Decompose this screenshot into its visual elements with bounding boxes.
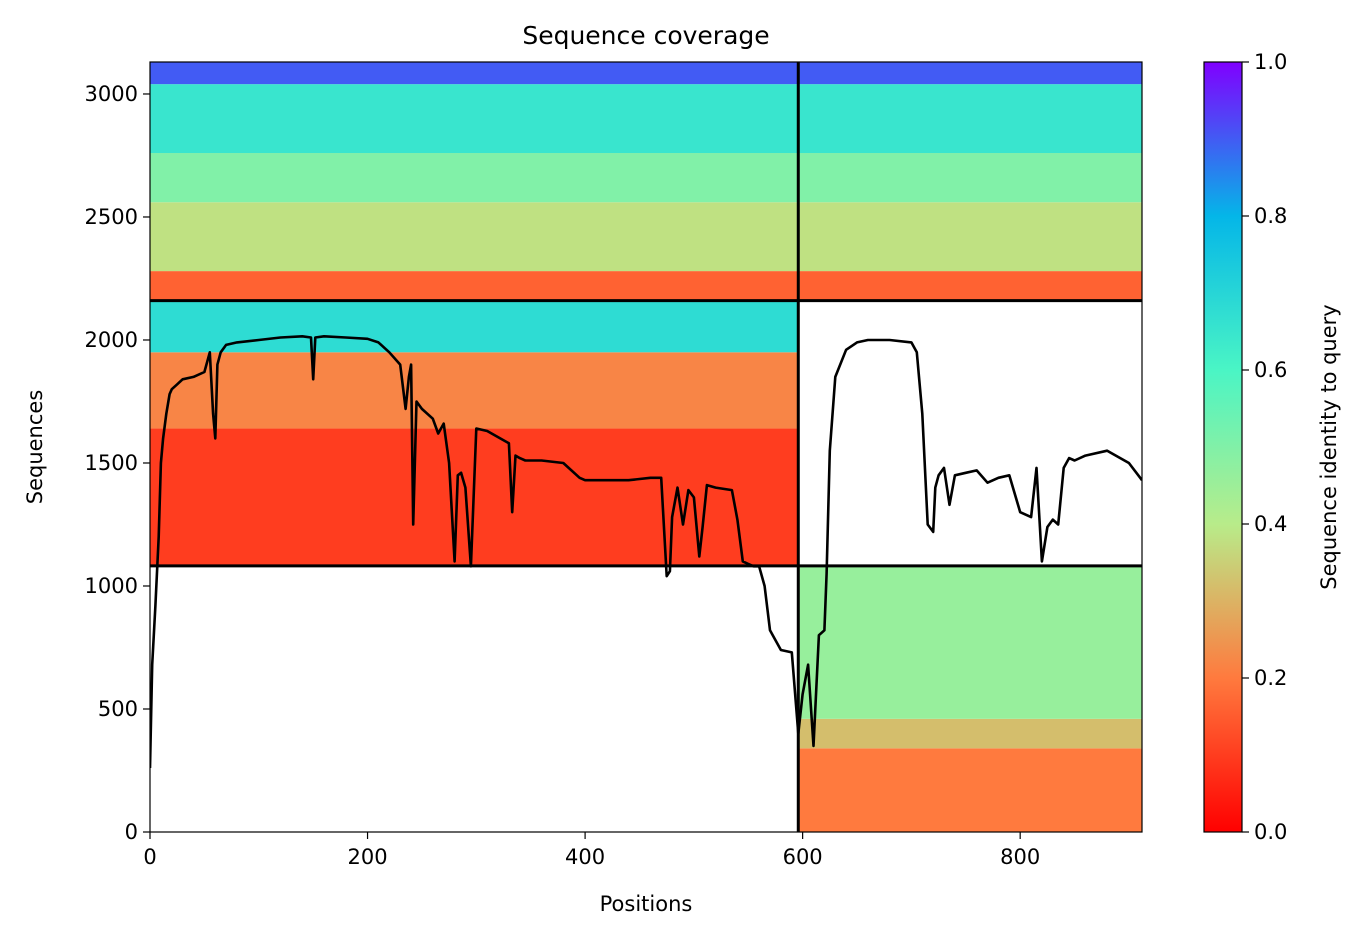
identity-block — [150, 153, 799, 203]
colorbar: 0.0 0.2 0.4 0.6 0.8 1.0 Sequence identity to … — [1203, 50, 1341, 844]
identity-block — [798, 84, 1142, 154]
boundary-lines — [150, 62, 1142, 832]
identity-block — [798, 153, 1142, 203]
colorbar-tick-label: 0.4 — [1254, 512, 1287, 536]
x-tick-label: 600 — [783, 845, 823, 869]
colorbar-tick-label: 0.8 — [1254, 204, 1287, 228]
identity-block — [798, 202, 1142, 272]
identity-block — [150, 62, 799, 85]
coverage-line — [150, 334, 1142, 769]
chart-title: Sequence coverage — [522, 21, 769, 50]
colorbar-tick-label: 1.0 — [1254, 50, 1287, 74]
x-tick-label: 200 — [347, 845, 387, 869]
y-tick-label: 1500 — [85, 451, 138, 475]
colorbar-label: Sequence identity to query — [1317, 304, 1341, 589]
x-axis: 0 200 400 600 800 — [143, 832, 1040, 869]
identity-block — [150, 84, 799, 154]
coverage-layer — [150, 334, 1142, 769]
identity-block — [798, 718, 1142, 749]
colorbar-tick-label: 0.6 — [1254, 358, 1287, 382]
y-tick-label: 3000 — [85, 82, 138, 106]
identity-block — [798, 748, 1142, 832]
x-axis-label: Positions — [600, 892, 693, 916]
y-axis: 0 500 1000 1500 2000 2500 3000 — [85, 82, 150, 844]
x-tick-label: 800 — [1000, 845, 1040, 869]
y-tick-label: 2000 — [85, 328, 138, 352]
colorbar-tick-label: 0.0 — [1254, 820, 1287, 844]
identity-block — [150, 271, 799, 301]
y-tick-label: 1000 — [85, 574, 138, 598]
plot-frame — [149, 61, 1143, 833]
identity-block — [150, 352, 799, 429]
identity-block — [150, 300, 799, 353]
x-tick-label: 0 — [143, 845, 156, 869]
y-axis-label: Sequences — [23, 390, 47, 505]
identity-block — [798, 565, 1142, 719]
identity-block — [798, 62, 1142, 85]
identity-block — [798, 271, 1142, 301]
identity-blocks — [150, 62, 1142, 832]
colorbar-tick-label: 0.2 — [1254, 666, 1287, 690]
identity-block — [150, 202, 799, 272]
y-tick-label: 0 — [125, 820, 138, 844]
x-tick-label: 400 — [565, 845, 605, 869]
y-tick-label: 2500 — [85, 205, 138, 229]
colorbar-ticks: 0.0 0.2 0.4 0.6 0.8 1.0 — [1242, 50, 1287, 844]
plot-area — [149, 61, 1143, 833]
y-tick-label: 500 — [98, 697, 138, 721]
colorbar-bar — [1203, 61, 1243, 833]
